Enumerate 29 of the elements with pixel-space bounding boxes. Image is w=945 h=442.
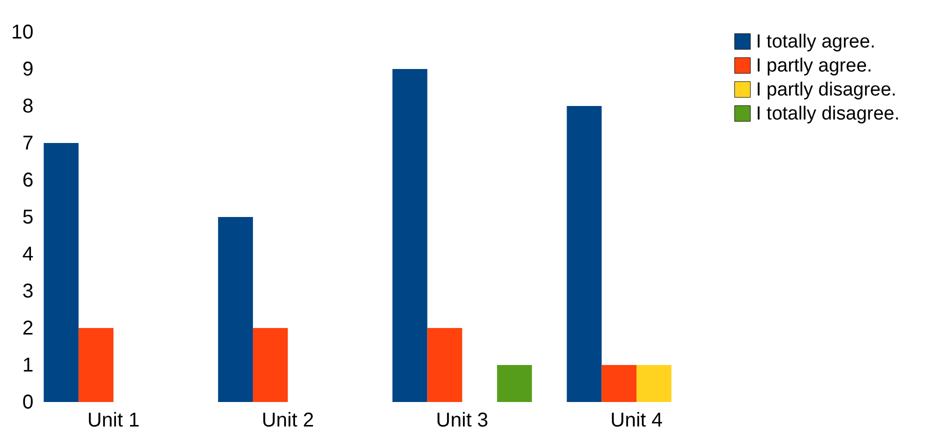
bar bbox=[566, 106, 602, 402]
bar bbox=[497, 365, 532, 402]
bar bbox=[427, 328, 462, 402]
bar bbox=[636, 365, 672, 402]
y-tick-label: 10 bbox=[11, 22, 34, 44]
x-tick-label: Unit 3 bbox=[436, 410, 488, 432]
y-tick-label: 7 bbox=[22, 132, 34, 154]
bar bbox=[44, 143, 79, 402]
bar bbox=[252, 328, 288, 402]
y-tick-label: 6 bbox=[22, 170, 34, 192]
x-tick-label: Unit 2 bbox=[262, 410, 314, 432]
legend-label: I totally agree. bbox=[756, 32, 876, 52]
bar bbox=[392, 69, 428, 402]
y-tick-label: 8 bbox=[22, 96, 34, 118]
bar bbox=[218, 217, 253, 402]
y-tick-label: 1 bbox=[22, 354, 34, 376]
y-tick-label: 2 bbox=[22, 318, 34, 340]
bar bbox=[602, 365, 637, 402]
y-tick-label: 9 bbox=[22, 58, 34, 80]
x-tick-label: Unit 1 bbox=[87, 410, 140, 432]
bar bbox=[78, 328, 114, 402]
legend-label: I partly disagree. bbox=[756, 80, 896, 100]
x-tick-label: Unit 4 bbox=[610, 410, 663, 432]
y-tick-label: 0 bbox=[22, 392, 34, 414]
legend-label: I totally disagree. bbox=[756, 104, 900, 124]
legend-label: I partly agree. bbox=[756, 56, 872, 76]
y-tick-label: 4 bbox=[22, 244, 34, 266]
y-tick-label: 3 bbox=[22, 280, 34, 302]
y-tick-label: 5 bbox=[22, 206, 34, 228]
